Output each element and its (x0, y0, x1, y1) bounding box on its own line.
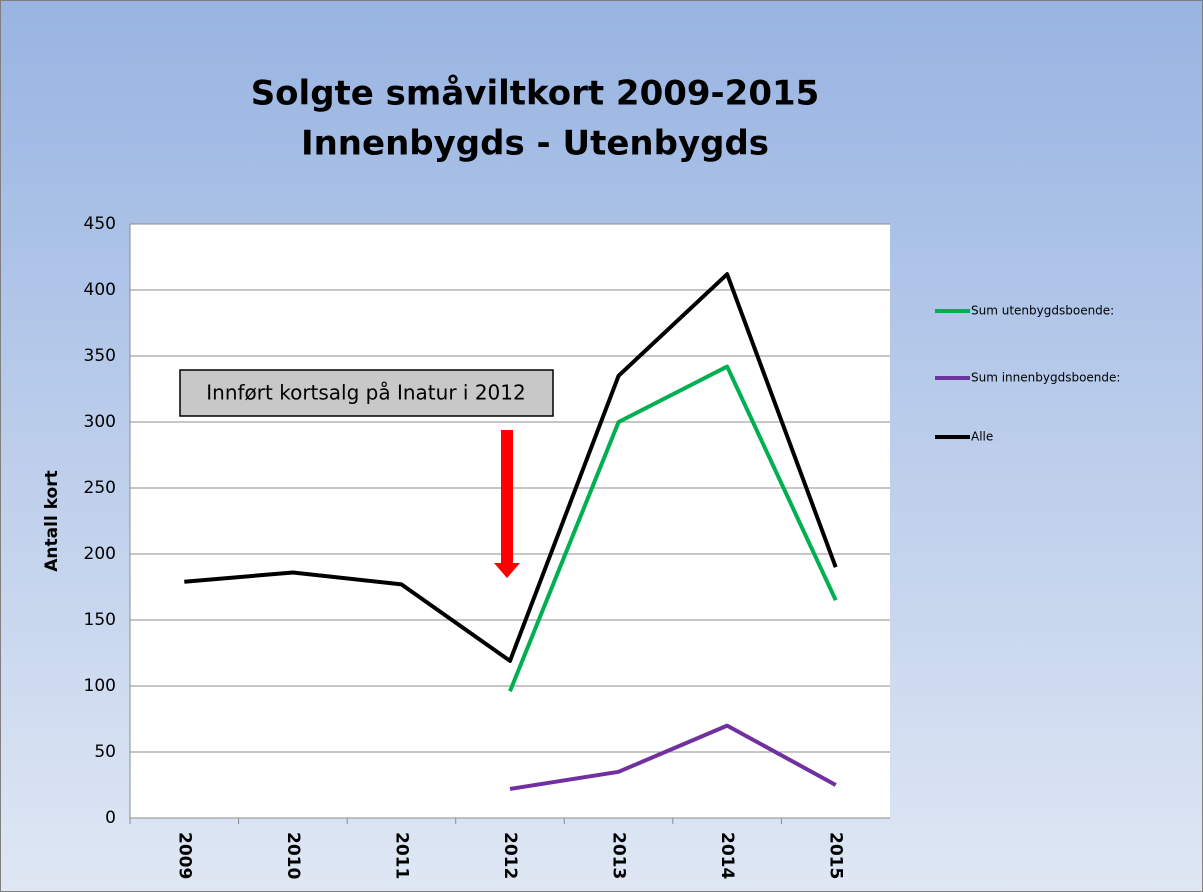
y-tick-label: 300 (84, 412, 116, 432)
chart-title: Solgte småviltkort 2009-2015 (251, 74, 820, 114)
legend-label: Alle (971, 430, 993, 444)
annotation-box (179, 369, 554, 417)
y-tick-label: 250 (84, 478, 116, 498)
y-tick-label: 350 (84, 346, 116, 366)
x-tick-label: 2015 (826, 832, 846, 879)
x-tick-label: 2012 (500, 832, 520, 879)
y-tick-label: 450 (84, 214, 116, 234)
x-tick-label: 2013 (609, 832, 629, 879)
chart-subtitle: Innenbygds - Utenbygds (301, 124, 769, 164)
y-tick-label: 50 (94, 742, 116, 762)
x-tick-label: 2009 (174, 832, 194, 879)
series-line (184, 272, 838, 663)
y-tick-label: 200 (84, 544, 116, 564)
y-tick-label: 150 (84, 610, 116, 630)
y-tick-label: 400 (84, 280, 116, 300)
legend-label: Sum utenbygdsboende: (971, 304, 1114, 318)
y-axis-label: Antall kort (42, 470, 62, 571)
x-tick-label: 2014 (717, 832, 737, 879)
legend-label: Sum innenbygdsboende: (971, 371, 1120, 385)
arrow (494, 430, 520, 578)
annotation: Innført kortsalg på Inatur i 2012 (206, 381, 525, 405)
y-tick-label: 0 (105, 808, 116, 828)
x-tick-label: 2011 (391, 832, 411, 879)
y-tick-label: 100 (84, 676, 116, 696)
series-line (508, 364, 838, 693)
series-line (509, 723, 837, 791)
x-tick-label: 2010 (283, 832, 303, 879)
